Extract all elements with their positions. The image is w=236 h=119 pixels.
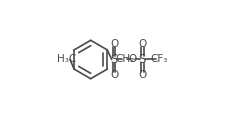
Text: O: O — [110, 39, 118, 49]
Text: S: S — [111, 53, 118, 66]
Text: CF₃: CF₃ — [151, 55, 168, 64]
Text: CH₂: CH₂ — [115, 55, 134, 64]
Text: S: S — [139, 53, 146, 66]
Text: O: O — [110, 70, 118, 80]
Text: H₃C: H₃C — [57, 55, 76, 64]
Text: O: O — [129, 55, 137, 64]
Text: O: O — [138, 39, 147, 49]
Text: O: O — [138, 70, 147, 80]
